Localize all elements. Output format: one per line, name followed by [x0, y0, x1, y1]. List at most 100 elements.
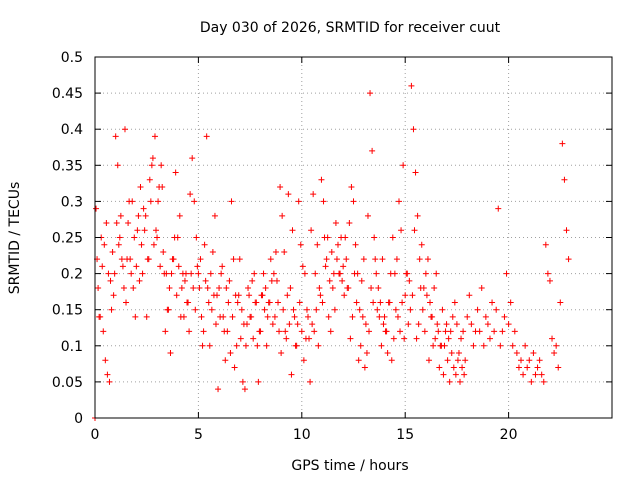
- data-point: [443, 321, 450, 328]
- data-point: [155, 198, 162, 205]
- y-tick-label: 0.3: [61, 194, 83, 210]
- data-point: [228, 198, 235, 205]
- data-point: [309, 321, 316, 328]
- data-point: [150, 241, 157, 248]
- data-point: [250, 335, 257, 342]
- data-point: [196, 285, 203, 292]
- data-point: [300, 357, 307, 364]
- data-point: [499, 328, 506, 335]
- data-point: [417, 285, 424, 292]
- data-point: [433, 270, 440, 277]
- data-point: [159, 183, 166, 190]
- data-point: [559, 140, 566, 147]
- data-point: [542, 241, 549, 248]
- data-point: [188, 270, 195, 277]
- data-point: [360, 256, 367, 263]
- data-point: [173, 292, 180, 299]
- data-point: [341, 292, 348, 299]
- data-point: [457, 378, 464, 385]
- data-point: [204, 285, 211, 292]
- data-point: [237, 335, 244, 342]
- data-point: [158, 162, 165, 169]
- data-point: [212, 321, 219, 328]
- y-tick-label: 0.45: [52, 86, 83, 102]
- y-tick-labels: 0 0.05 0.1 0.15 0.2 0.25 0.3 0.35 0.4 0.45 0.5: [52, 50, 83, 427]
- data-point: [195, 270, 202, 277]
- data-point: [495, 205, 502, 212]
- data-point: [251, 270, 258, 277]
- data-point: [199, 342, 206, 349]
- data-point: [215, 386, 222, 393]
- data-point: [111, 270, 118, 277]
- data-point: [414, 212, 421, 219]
- data-point: [491, 328, 498, 335]
- data-point: [239, 378, 246, 385]
- data-point: [328, 248, 335, 255]
- data-point: [462, 357, 469, 364]
- data-point: [147, 198, 154, 205]
- data-point: [245, 285, 252, 292]
- data-point: [97, 313, 104, 320]
- data-point: [184, 299, 191, 306]
- data-point: [100, 328, 107, 335]
- data-point: [407, 306, 414, 313]
- data-point: [513, 350, 520, 357]
- data-point: [175, 263, 182, 270]
- data-point: [340, 263, 347, 270]
- data-point: [286, 321, 293, 328]
- data-point: [206, 342, 213, 349]
- data-point: [346, 220, 353, 227]
- data-point: [368, 285, 375, 292]
- data-point: [382, 328, 389, 335]
- data-point: [403, 270, 410, 277]
- data-point: [434, 321, 441, 328]
- data-point: [208, 306, 215, 313]
- data-point: [135, 212, 142, 219]
- data-point: [337, 270, 344, 277]
- data-point: [172, 169, 179, 176]
- data-point: [288, 371, 295, 378]
- data-point: [261, 306, 268, 313]
- data-point: [355, 357, 362, 364]
- data-point: [233, 342, 240, 349]
- data-point: [384, 350, 391, 357]
- data-point: [139, 270, 146, 277]
- data-point: [126, 198, 133, 205]
- data-point: [140, 205, 147, 212]
- data-point: [561, 176, 568, 183]
- data-point: [171, 234, 178, 241]
- data-point: [166, 285, 173, 292]
- data-point: [363, 350, 370, 357]
- data-point: [266, 299, 273, 306]
- data-point: [296, 299, 303, 306]
- data-point: [532, 371, 539, 378]
- data-point: [202, 277, 209, 284]
- data-point: [367, 90, 374, 97]
- data-point: [544, 270, 551, 277]
- data-point: [162, 328, 169, 335]
- data-point: [263, 342, 270, 349]
- data-point: [267, 256, 274, 263]
- data-point: [102, 357, 109, 364]
- data-point: [225, 299, 232, 306]
- data-point: [99, 263, 106, 270]
- data-point: [221, 328, 228, 335]
- data-point: [301, 270, 308, 277]
- data-point: [388, 357, 395, 364]
- y-tick-label: 0.35: [52, 158, 83, 174]
- data-point: [197, 256, 204, 263]
- data-point: [144, 256, 151, 263]
- data-point: [187, 191, 194, 198]
- data-point: [430, 342, 437, 349]
- data-point: [128, 270, 135, 277]
- data-point: [371, 234, 378, 241]
- data-point: [284, 292, 291, 299]
- data-point: [381, 313, 388, 320]
- data-point: [518, 357, 525, 364]
- data-point: [269, 321, 276, 328]
- data-point: [322, 263, 329, 270]
- y-tick-label: 0: [74, 411, 83, 427]
- data-point: [264, 313, 271, 320]
- data-point: [503, 270, 510, 277]
